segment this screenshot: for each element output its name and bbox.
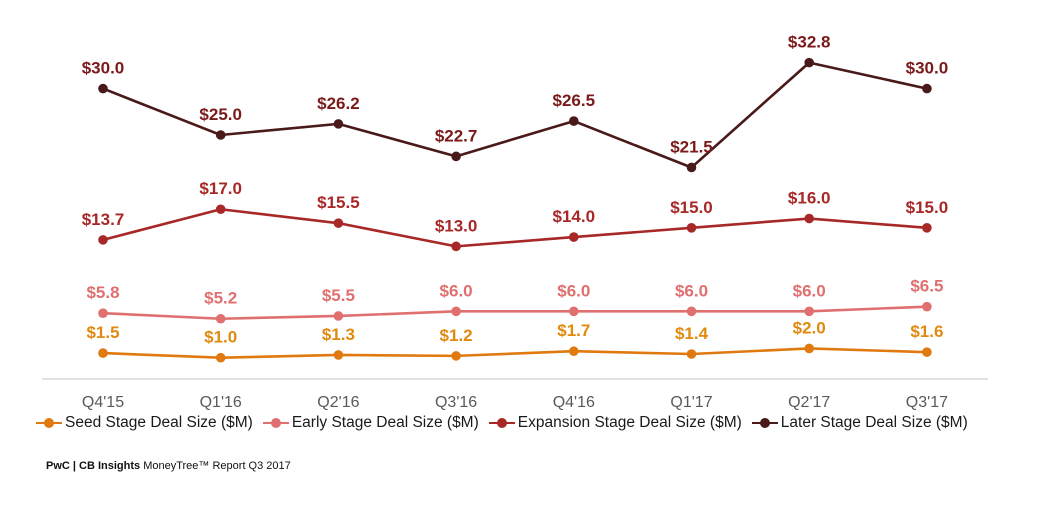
legend-swatch-icon (488, 417, 515, 429)
data-point-early (451, 306, 461, 317)
legend-item-early: Early Stage Deal Size ($M) (262, 414, 479, 432)
footer-text: MoneyTree™ Report Q3 2017 (140, 460, 291, 472)
series-line-later (102, 61, 928, 169)
data-label-later: $30.0 (82, 59, 125, 78)
legend-label: Expansion Stage Deal Size ($M) (517, 414, 742, 431)
data-label-early: $6.0 (557, 281, 590, 300)
data-label-seed: $1.5 (86, 323, 119, 342)
data-point-seed (98, 348, 108, 358)
data-point-seed (569, 346, 579, 357)
data-point-later (215, 130, 226, 140)
data-point-expansion (333, 218, 344, 228)
data-label-later: $26.2 (317, 94, 360, 113)
data-label-expansion: $13.0 (435, 216, 478, 235)
data-point-later (451, 151, 461, 162)
data-label-seed: $1.7 (557, 321, 590, 340)
data-point-later (98, 83, 108, 94)
chart-legend: Seed Stage Deal Size ($M) Early Stage Dea… (36, 414, 978, 432)
data-label-expansion: $17.0 (199, 179, 242, 198)
data-point-later (686, 162, 697, 173)
data-point-early (686, 306, 697, 317)
data-point-early (569, 306, 579, 317)
x-tick-label: Q1'17 (670, 394, 712, 410)
data-label-early: $6.0 (440, 281, 473, 300)
data-point-early (333, 311, 344, 321)
data-point-seed (451, 351, 461, 361)
data-point-early (804, 306, 814, 317)
data-label-early: $5.2 (204, 289, 237, 308)
legend-item-expansion: Expansion Stage Deal Size ($M) (488, 414, 742, 432)
data-label-seed: $1.2 (440, 326, 473, 345)
data-label-later: $26.5 (553, 91, 596, 110)
data-label-later: $22.7 (435, 126, 478, 145)
data-point-expansion (804, 213, 814, 224)
data-point-seed (804, 343, 814, 354)
legend-item-later: Later Stage Deal Size ($M) (751, 414, 968, 432)
legend-label: Early Stage Deal Size ($M) (291, 414, 479, 431)
data-point-early (922, 301, 932, 312)
data-point-seed (922, 347, 932, 357)
data-label-expansion: $15.0 (670, 198, 713, 217)
x-tick-label: Q4'16 (553, 394, 595, 410)
data-label-early: $5.5 (322, 286, 355, 305)
data-label-early: $6.0 (675, 281, 708, 300)
legend-item-seed: Seed Stage Deal Size ($M) (36, 414, 253, 432)
data-point-seed (686, 349, 697, 359)
series-line-early (102, 305, 927, 321)
data-label-early: $6.0 (793, 281, 826, 300)
data-point-later (333, 119, 344, 129)
data-point-expansion (922, 223, 932, 233)
data-label-expansion: $16.0 (788, 189, 831, 208)
legend-label: Seed Stage Deal Size ($M) (65, 414, 253, 431)
footer-brand: PwC | CB Insights (46, 460, 141, 472)
x-tick-label: Q1'16 (200, 394, 242, 410)
data-label-expansion: $15.5 (317, 193, 360, 212)
data-label-seed: $1.0 (204, 328, 237, 347)
data-point-seed (333, 350, 344, 360)
data-label-later: $25.0 (199, 105, 242, 124)
data-point-later (569, 116, 579, 126)
series-line-expansion (102, 207, 928, 248)
x-tick-label: Q3'17 (906, 394, 948, 410)
footer-source: PwC | CB Insights MoneyTree™ Report Q3 2… (46, 460, 291, 472)
x-tick-label: Q4'15 (82, 394, 124, 410)
data-point-later (922, 83, 932, 94)
data-label-seed: $2.0 (793, 318, 826, 337)
x-tick-label: Q2'16 (317, 394, 359, 410)
x-tick-label: Q3'16 (435, 394, 477, 410)
data-label-later: $32.8 (788, 33, 831, 52)
data-point-seed (215, 352, 226, 363)
data-label-seed: $1.3 (322, 325, 355, 344)
data-label-later: $30.0 (906, 59, 949, 78)
data-point-expansion (215, 204, 226, 215)
data-label-early: $5.8 (86, 283, 119, 302)
data-point-expansion (686, 223, 697, 233)
legend-swatch-icon (751, 417, 778, 429)
data-label-seed: $1.4 (675, 324, 709, 343)
line-chart: Q4'15 Q1'16 Q2'16 Q3'16 Q4'16 Q1'17 Q2'17 Q3'17… (42, 33, 988, 410)
data-point-expansion (451, 241, 461, 252)
x-tick-label: Q2'17 (788, 394, 830, 410)
series-line-seed (102, 347, 927, 360)
legend-swatch-icon (262, 417, 289, 429)
data-point-expansion (569, 232, 579, 242)
data-point-expansion (98, 235, 108, 245)
data-label-expansion: $14.0 (553, 207, 596, 226)
data-label-early: $6.5 (910, 277, 943, 296)
data-point-early (98, 308, 108, 318)
data-point-later (804, 57, 814, 68)
legend-swatch-icon (36, 417, 62, 429)
data-label-seed: $1.6 (910, 322, 943, 341)
data-label-later: $21.5 (670, 137, 713, 156)
data-label-expansion: $13.7 (82, 210, 125, 229)
data-point-early (215, 313, 226, 324)
legend-label: Later Stage Deal Size ($M) (780, 414, 968, 431)
data-label-expansion: $15.0 (906, 198, 949, 217)
